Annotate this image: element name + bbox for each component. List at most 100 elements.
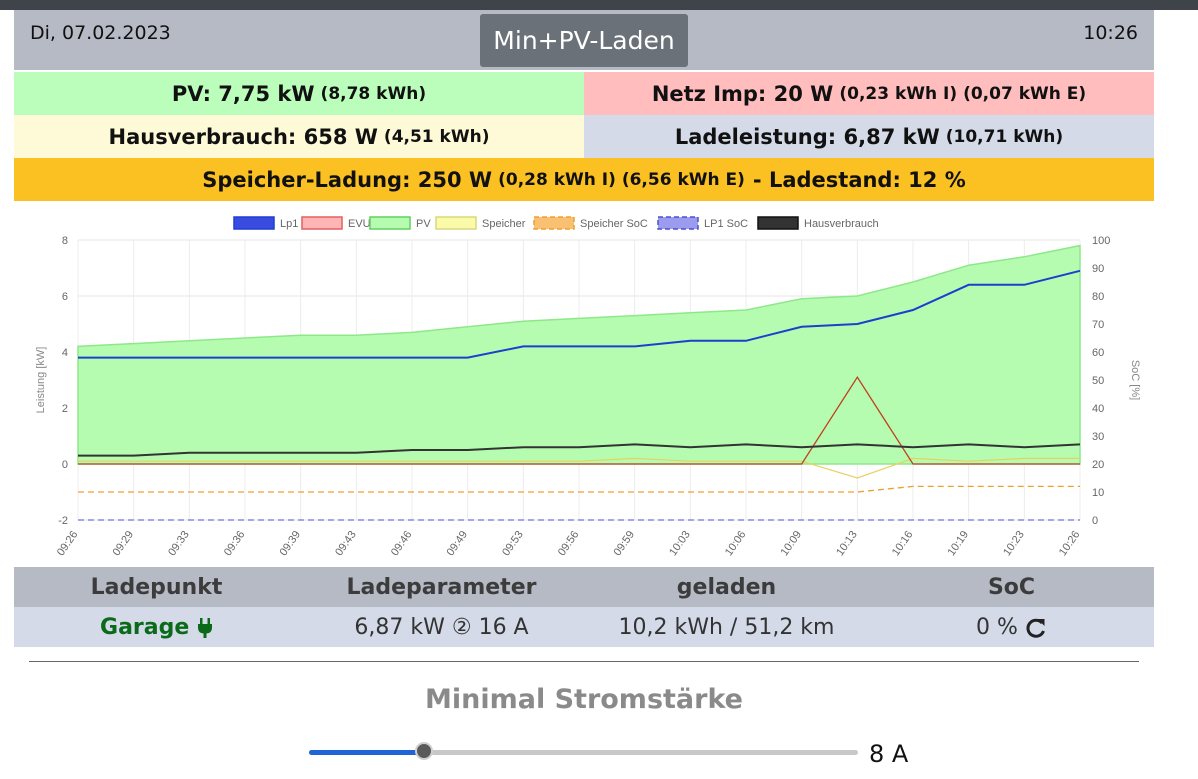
chargepoint-name: Garage: [100, 614, 190, 640]
y2-tick-label: 10: [1092, 487, 1104, 499]
grid-energy: (0,23 kWh I) (0,07 kWh E): [839, 83, 1087, 104]
house-energy: (4,51 kWh): [383, 126, 490, 147]
legend-swatch: [533, 216, 575, 230]
charge-table-header: Ladepunkt Ladeparameter geladen SoC: [14, 567, 1154, 607]
chargepoint-garage[interactable]: Garage: [14, 615, 299, 640]
storage-power: Speicher-Ladung: 250 W: [202, 167, 493, 192]
y2-tick-label: 40: [1092, 403, 1104, 415]
min-current-slider[interactable]: [309, 742, 858, 760]
y2-tick-label: 0: [1092, 515, 1098, 527]
series-pv-area: [77, 244, 1081, 465]
pv-power: PV: 7,75 kW: [171, 81, 315, 106]
x-tick-label: 09:29: [111, 529, 137, 558]
x-tick-label: 10:23: [1001, 529, 1027, 558]
x-tick-label: 09:39: [278, 529, 304, 558]
min-current-value: 8 A: [869, 740, 909, 768]
grid-power: Netz Imp: 20 W: [651, 81, 834, 106]
y-tick-label: 8: [62, 235, 68, 247]
y-tick-label: 6: [62, 291, 68, 303]
slider-thumb[interactable]: [415, 742, 434, 760]
legend-label: Hausverbrauch: [804, 218, 879, 230]
x-tick-label: 10:13: [834, 529, 860, 558]
y2-tick-label: 100: [1092, 235, 1110, 247]
legend-label: LP1 SoC: [704, 218, 748, 230]
legend-swatch: [233, 216, 275, 230]
charge-mode-button[interactable]: Min+PV-Laden: [480, 14, 688, 67]
slider-fill: [309, 750, 425, 755]
col-ladepunkt: Ladepunkt: [90, 574, 223, 600]
y2-tick-label: 90: [1092, 263, 1104, 275]
legend-label: Lp1: [280, 218, 298, 230]
series-speicher-soc-line: [78, 485, 1080, 493]
x-tick-label: 09:26: [55, 529, 81, 558]
x-tick-label: 10:16: [890, 529, 916, 558]
divider: [29, 661, 1139, 662]
house-summary: Hausverbrauch: 658 W (4,51 kWh): [14, 115, 584, 158]
x-tick-label: 09:53: [500, 529, 526, 558]
pv-energy: (8,78 kWh): [320, 83, 427, 104]
y2-tick-label: 20: [1092, 459, 1104, 471]
y2-axis-label: SoC [%]: [1129, 360, 1141, 400]
y2-tick-label: 80: [1092, 291, 1104, 303]
series-lp1-line: [78, 269, 1081, 359]
refresh-icon[interactable]: [1025, 617, 1047, 639]
x-tick-label: 10:06: [723, 529, 749, 558]
charge-energy: (10,71 kWh): [945, 126, 1064, 147]
soc-value: 0 %: [976, 614, 1018, 640]
charge-power: Ladeleistung: 6,87 kW: [674, 124, 940, 149]
legend-swatch: [435, 216, 477, 230]
y2-tick-label: 70: [1092, 319, 1104, 331]
y-tick-label: 0: [62, 459, 68, 471]
y-tick-label: 4: [62, 347, 68, 359]
power-chart: Lp1 EVU PV Speicher Speicher SoC LP1 SoC Hausv…: [35, 216, 1141, 558]
x-tick-label: 10:19: [946, 529, 972, 558]
legend-label: EVU: [348, 218, 371, 230]
x-tick-label: 09:46: [389, 529, 415, 558]
plug-icon: [197, 617, 212, 638]
legend-swatch: [757, 216, 799, 230]
x-tick-label: 09:36: [222, 529, 248, 558]
table-row: Garage 6,87 kW ② 16 A 10,2 kWh / 51,2 km…: [14, 607, 1154, 647]
x-tick-label: 10:26: [1057, 529, 1083, 558]
charged-energy: 10,2 kWh / 51,2 km: [618, 614, 835, 640]
series-speicher-line: [78, 457, 1080, 479]
chart-legend: Lp1 EVU PV Speicher Speicher SoC LP1 SoC Hausv…: [233, 216, 879, 230]
y2-tick-label: 60: [1092, 347, 1104, 359]
col-geladen: geladen: [676, 574, 777, 600]
legend-label: Speicher SoC: [580, 218, 648, 230]
storage-summary: Speicher-Ladung: 250 W (0,28 kWh I) (6,5…: [14, 158, 1154, 201]
legend-label: Speicher: [482, 218, 526, 230]
x-tick-label: 10:03: [667, 529, 693, 558]
y-tick-label: -2: [58, 515, 68, 527]
time: 10:26: [1083, 22, 1138, 44]
pv-summary: PV: 7,75 kW (8,78 kWh): [14, 72, 584, 115]
grid-summary: Netz Imp: 20 W (0,23 kWh I) (0,07 kWh E): [584, 72, 1154, 115]
house-power: Hausverbrauch: 658 W: [108, 124, 378, 149]
soc-cell: 0 %: [869, 615, 1154, 640]
x-tick-label: 09:33: [166, 529, 192, 558]
series-evu-line: [78, 375, 1080, 465]
col-ladeparameter: Ladeparameter: [346, 574, 537, 600]
date: Di, 07.02.2023: [30, 22, 171, 44]
y-tick-label: 2: [62, 403, 68, 415]
x-tick-label: 09:43: [333, 529, 359, 558]
y2-tick-label: 50: [1092, 375, 1104, 387]
header: Di, 07.02.2023 Min+PV-Laden 10:26: [14, 10, 1154, 70]
charge-summary: Ladeleistung: 6,87 kW (10,71 kWh): [584, 115, 1154, 158]
legend-label: PV: [416, 218, 431, 230]
x-tick-label: 09:56: [556, 529, 582, 558]
x-tick-label: 09:59: [612, 529, 638, 558]
x-tick-label: 10:09: [779, 529, 805, 558]
legend-swatch: [369, 216, 411, 230]
charge-parameters[interactable]: 6,87 kW ② 16 A: [354, 614, 529, 640]
storage-soc: - Ladestand: 12 %: [752, 167, 966, 192]
min-current-title: Minimal Stromstärke: [424, 684, 743, 715]
y-axis-label: Leistung [kW]: [35, 347, 47, 414]
col-soc: SoC: [987, 574, 1036, 600]
top-bar: [0, 0, 1198, 10]
y2-tick-label: 30: [1092, 431, 1104, 443]
legend-swatch: [301, 216, 343, 230]
chart-plot: [77, 244, 1081, 521]
legend-swatch: [657, 216, 699, 230]
storage-energy: (0,28 kWh I) (6,56 kWh E): [498, 169, 745, 190]
